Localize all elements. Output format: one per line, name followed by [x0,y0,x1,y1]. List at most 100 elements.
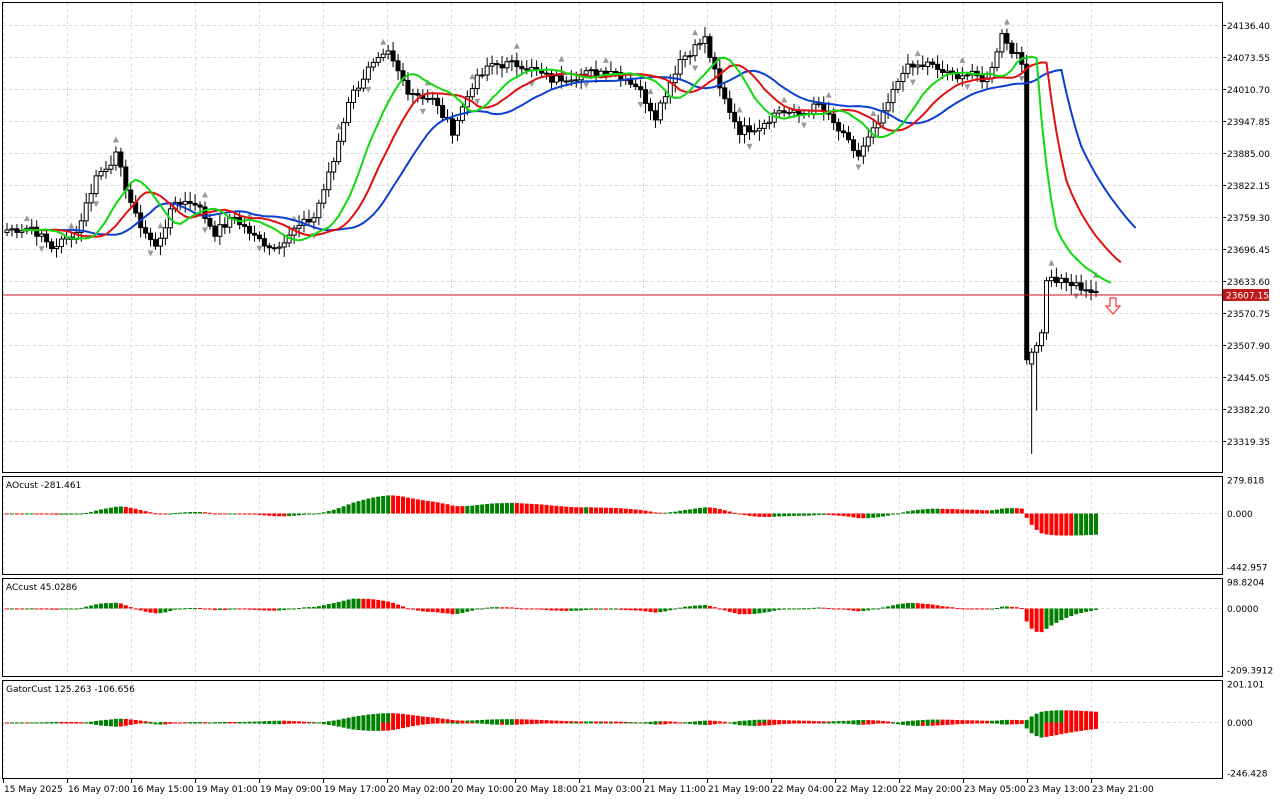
candle-body [549,73,554,83]
gator-lower-bar [569,722,574,724]
gator-upper-bar [361,715,366,723]
ac-bar [9,608,14,610]
gator-upper-bar [1009,719,1014,723]
ac-bar [495,607,500,609]
fractal-down-icon [909,79,916,86]
gator-lower-bar [757,722,762,726]
gator-upper-bar [826,721,831,723]
candle-body [860,145,866,157]
main-price-pane[interactable]: 23607.15 [3,18,1269,454]
ao-bar [782,513,787,517]
gator-upper-bar [118,718,123,723]
candle-body [1014,52,1020,55]
ao-bar [970,509,975,514]
ac-bar [232,608,237,610]
gator-upper-bar [529,719,534,723]
ac-bar [767,608,772,612]
price-axis: 24136.40 24073.55 24010.70 23947.85 23885.00… [1222,22,1273,780]
gator-lower-bar [158,722,163,725]
ac-bar [425,608,430,612]
x-tick-label: 20 May 18:00 [516,785,578,795]
ac-bar [737,608,742,615]
ac-bar [707,605,712,609]
ao-bar [163,513,168,515]
gator-lower-bar [183,722,188,724]
candle-body [410,93,416,96]
ao-bar [490,503,495,514]
ao-bar [678,510,683,514]
ac-bar [485,607,490,609]
ao-bar [871,513,876,518]
y-tick-label: 23947.85 [1227,118,1270,128]
gator-lower-bar [509,722,514,725]
ao-bar [846,513,851,517]
ac-pane[interactable] [5,598,1098,633]
candle-body [351,89,356,103]
gator-upper-bar [509,719,514,723]
gator-lower-bar [965,722,970,724]
ao-bar [217,513,222,515]
candle-body [400,70,406,81]
sub-y-tick-label: 201.101 [1227,681,1264,691]
ac-bar [732,608,737,614]
ac-bar [618,608,623,610]
gator-upper-bar [856,720,861,723]
candle-body [583,70,589,75]
candle-body [573,79,579,82]
gator-upper-bar [722,721,727,723]
ao-bar [935,508,940,514]
ao-bar [183,512,188,514]
fractal-up-icon [157,222,164,229]
ac-bar [138,608,143,611]
candle-body [1029,351,1035,365]
ao-bar [277,513,282,517]
gator-title: GatorCust 125.263 -106.656 [6,685,135,695]
ac-bar [346,599,351,609]
gator-upper-bar [1079,710,1084,723]
gator-upper-bar [1039,711,1044,723]
gator-upper-bar [104,719,108,723]
gator-lower-bar [207,722,212,724]
fractal-down-icon [93,201,100,208]
gator-pane[interactable] [5,710,1098,738]
gator-lower-bar [381,722,386,731]
candle-body [252,232,257,236]
ao-bar [826,513,831,516]
ac-bar [564,608,569,611]
gator-lower-bar [188,722,193,724]
gator-lower-bar [1009,722,1014,725]
ao-pane[interactable] [5,495,1098,536]
ao-bar [732,512,737,514]
ac-bar [188,608,193,610]
ao-bar [727,511,732,514]
ac-bar [287,608,292,610]
ao-bar [559,506,564,514]
gator-lower-bar [64,722,69,724]
gator-lower-bar [881,722,886,724]
ac-bar [262,608,267,611]
gator-upper-bar [495,719,500,723]
ao-bar [331,509,336,514]
gator-upper-bar [767,719,772,723]
ao-bar [321,512,326,514]
ao-bar [801,513,806,516]
candle-body [504,61,510,69]
candle-body [935,63,941,70]
ac-bar [663,608,668,612]
ao-bar [925,508,930,514]
ao-bar [539,504,544,514]
gator-pane-frame [2,680,1223,779]
gator-lower-bar [925,722,930,726]
ac-pane-frame [2,578,1223,677]
fractal-up-icon [825,91,832,98]
ao-bar [1084,513,1089,536]
gator-upper-bar [999,720,1004,723]
gator-lower-bar [529,722,534,725]
gator-upper-bar [613,721,618,723]
ac-bar [19,608,24,610]
candle-body [93,175,99,195]
gator-lower-bar [1074,722,1079,732]
ac-bar [1034,608,1039,632]
ao-bar [589,507,594,514]
